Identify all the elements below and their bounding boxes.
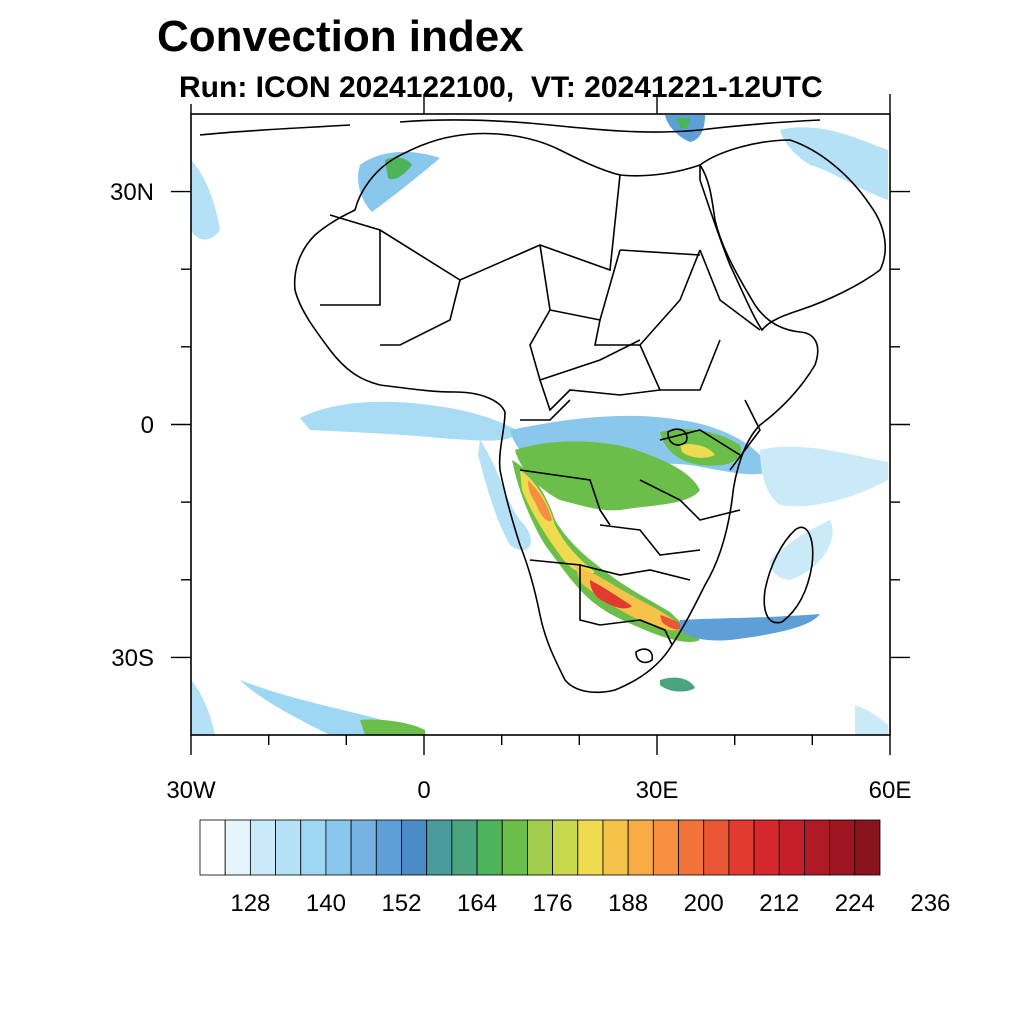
border-19 [699, 249, 761, 331]
convection-shading [191, 115, 888, 735]
colorbar-swatch [652, 819, 679, 876]
colorbar-swatch [854, 819, 881, 876]
colorbar-swatch [224, 819, 251, 876]
levant-core [676, 118, 690, 129]
lon-tick-labels: 30W 0 30E 60E [166, 777, 911, 804]
botswana-yellow [575, 565, 685, 631]
border-1 [320, 214, 381, 306]
colorbar-label: 176 [533, 890, 573, 917]
colorbar-label: 140 [306, 890, 346, 917]
border-16 [579, 564, 691, 581]
border-12 [659, 429, 741, 456]
mediterranean-north [199, 119, 821, 136]
angola-orange-core [528, 480, 552, 522]
colorbar-swatch [602, 819, 629, 876]
border-14 [599, 524, 701, 556]
colorbar-swatch [426, 819, 453, 876]
colorbar-swatch [451, 819, 478, 876]
colorbar-swatch [275, 819, 302, 876]
natal-blue-band [680, 614, 820, 641]
gulf-of-guinea-band [300, 401, 520, 441]
colorbar-swatch [401, 819, 428, 876]
colorbar-swatch [199, 819, 226, 876]
border-8 [639, 339, 721, 391]
lat-tick-labels: 30N 0 30S [110, 179, 154, 672]
colorbar-swatch [300, 819, 327, 876]
lon-tick-label: 30W [166, 777, 216, 804]
madagascar-ocean-band [770, 520, 833, 580]
colorbar-swatch [703, 819, 730, 876]
colorbar-label: 188 [608, 890, 648, 917]
coastlines-and-borders [199, 119, 886, 694]
border-17 [599, 619, 673, 646]
colorbar-swatch [829, 819, 856, 876]
colorbar-swatch [728, 819, 755, 876]
southern-ocean-core [360, 719, 425, 735]
colorbar: 128 140 152 164 176 188 200 212 224 236 [199, 819, 950, 917]
border-10 [520, 399, 571, 421]
east-africa-yellow [680, 444, 715, 458]
lesotho-outline [635, 648, 654, 664]
atlantic-nw-patch [191, 160, 220, 240]
colorbar-swatch [501, 819, 528, 876]
lat-tick-label: 30S [111, 645, 154, 672]
lesotho-red-core [660, 615, 685, 630]
border-15 [529, 559, 601, 626]
south-cape-patch [660, 677, 695, 692]
colorbar-swatch [375, 819, 402, 876]
border-7 [619, 249, 701, 256]
border-9 [539, 379, 661, 412]
colorbar-label: 152 [381, 890, 421, 917]
madagascar-outline [763, 526, 814, 624]
botswana-red-core [590, 580, 632, 609]
colorbar-label: 212 [759, 890, 799, 917]
border-11 [519, 469, 611, 526]
colorbar-swatch [678, 819, 705, 876]
colorbar-label: 236 [910, 890, 950, 917]
colorbar-swatch [249, 819, 276, 876]
colorbar-swatch [804, 819, 831, 876]
africa-coastline [293, 132, 819, 694]
axis-ticks [171, 94, 910, 755]
atlantic-east-band [478, 440, 531, 551]
morocco-core [385, 157, 412, 180]
colorbar-swatch [778, 819, 805, 876]
lake-victoria [667, 428, 688, 446]
central-africa-green [515, 441, 700, 511]
colorbar-swatch [350, 819, 377, 876]
sw-ocean-patch [191, 680, 215, 735]
colorbar-label: 128 [230, 890, 270, 917]
border-18 [729, 399, 761, 471]
colorbar-swatch [577, 819, 604, 876]
border-2 [379, 174, 621, 281]
lon-tick-label: 60E [869, 777, 912, 804]
arabia-outline [699, 139, 886, 332]
chart-title: Convection index [157, 12, 524, 61]
colorbar-swatch [627, 819, 654, 876]
middle-east-patch [780, 127, 888, 200]
se-ocean-corner [855, 705, 888, 735]
border-13 [639, 479, 741, 521]
colorbar-label: 164 [457, 890, 497, 917]
colorbar-swatch [552, 819, 579, 876]
east-indian-ocean-band [760, 446, 888, 507]
lat-tick-label: 0 [141, 412, 154, 439]
border-3 [539, 244, 621, 321]
colorbar-label: 224 [835, 890, 875, 917]
chart-subtitle: Run: ICON 2024122100, VT: 20241221-12UTC [179, 71, 823, 104]
lat-tick-label: 30N [110, 179, 154, 206]
colorbar-label: 200 [684, 890, 724, 917]
colorbar-swatch [753, 819, 780, 876]
colorbar-swatch [325, 819, 352, 876]
colorbar-swatch [527, 819, 553, 876]
colorbar-swatch [476, 819, 503, 876]
levant-patch [665, 115, 705, 142]
lon-tick-label: 30E [636, 777, 679, 804]
lon-tick-label: 0 [417, 777, 430, 804]
border-4 [380, 279, 461, 346]
north-africa-patch [358, 151, 440, 212]
